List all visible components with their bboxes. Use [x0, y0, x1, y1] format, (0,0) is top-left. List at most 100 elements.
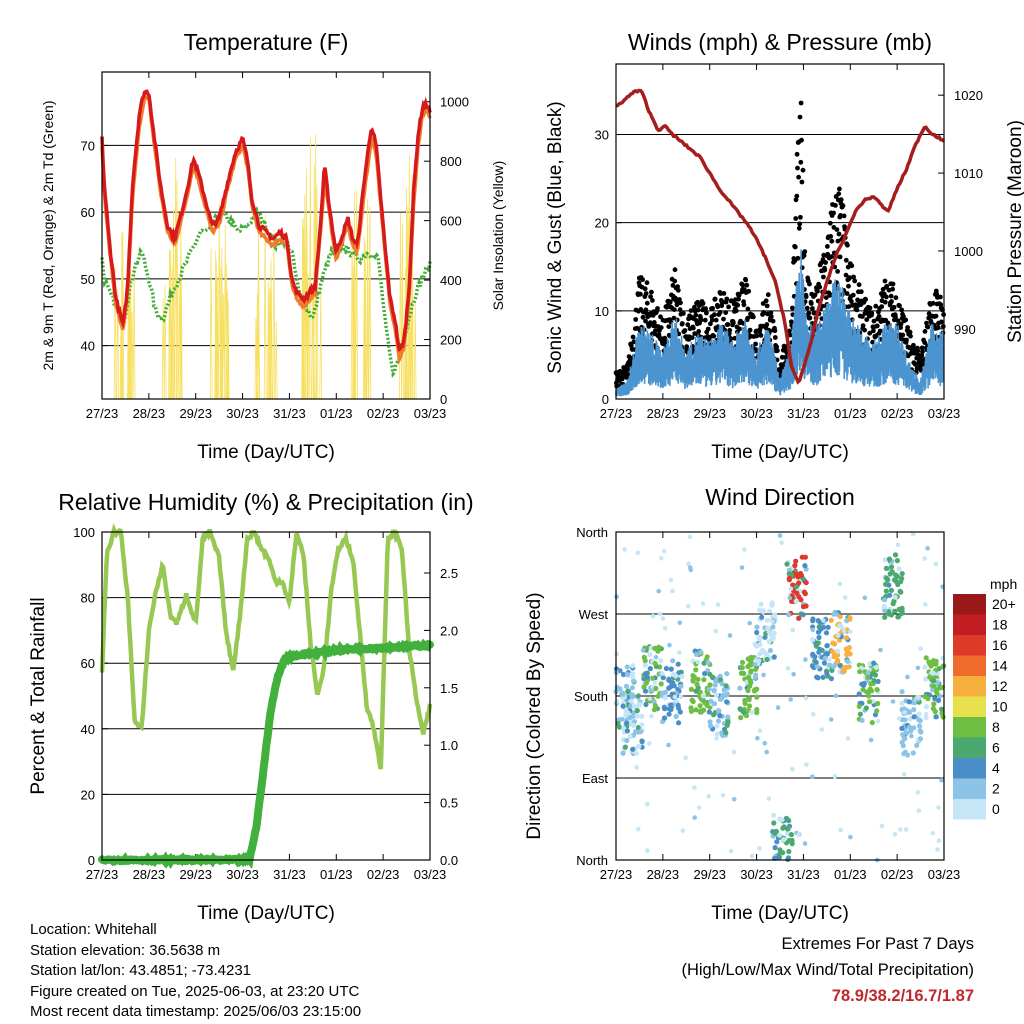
direction-point [890, 601, 896, 607]
plot-border [101, 71, 431, 400]
gust-point [837, 254, 843, 260]
direction-point [651, 707, 658, 713]
direction-point [815, 629, 822, 635]
gust-point [843, 257, 849, 263]
direction-point [746, 703, 753, 709]
y-right-tick-label: 1000 [954, 244, 983, 259]
direction-point [777, 832, 783, 838]
direction-point [777, 533, 783, 538]
direction-point [717, 713, 723, 719]
y-axis-label: Sonic Wind & Gust (Blue, Black) [545, 101, 566, 373]
direction-point [630, 674, 636, 680]
direction-point [796, 580, 802, 586]
legend-swatch [953, 655, 986, 676]
direction-point [673, 713, 679, 720]
direction-point [757, 651, 763, 657]
gust-point [649, 289, 654, 295]
direction-point [803, 657, 808, 662]
gust-point [858, 289, 864, 295]
direction-point [793, 584, 800, 590]
gust-point [758, 333, 764, 338]
direction-point [645, 848, 650, 853]
legend-swatch [953, 614, 986, 635]
direction-point [819, 727, 825, 732]
direction-point [859, 681, 865, 687]
direction-point [803, 603, 809, 609]
gust-point [867, 330, 873, 336]
y-right-tick-label: 400 [440, 273, 462, 288]
direction-point [905, 674, 910, 680]
y-right-tick-label: 0.5 [440, 796, 458, 811]
direction-point [865, 689, 871, 695]
gust-point [849, 299, 854, 304]
direction-point [670, 588, 675, 594]
gust-point [698, 317, 704, 323]
direction-point [909, 733, 914, 739]
direction-point [725, 719, 731, 725]
direction-point [748, 669, 754, 675]
gust-point [709, 317, 715, 323]
chart-title: Relative Humidity (%) & Precipitation (i… [58, 489, 473, 515]
gust-point [764, 303, 770, 309]
direction-point [745, 675, 752, 681]
direction-point [873, 664, 880, 671]
direction-point [757, 728, 763, 734]
gust-point [897, 303, 902, 309]
direction-point [889, 564, 895, 570]
direction-point [756, 658, 762, 664]
legend-swatch [953, 696, 986, 717]
direction-point [917, 723, 923, 729]
direction-point [786, 575, 792, 582]
direction-point [629, 692, 636, 698]
gust-point [922, 340, 928, 345]
direction-point [815, 664, 820, 669]
gust-point [834, 227, 840, 233]
x-tick-label: 29/23 [179, 867, 212, 882]
direction-point [748, 679, 754, 685]
gust-point [643, 307, 649, 313]
direction-point [754, 624, 760, 630]
y-right-tick-label: 2.5 [440, 566, 458, 581]
direction-point [738, 715, 744, 721]
direction-point [631, 722, 637, 728]
direction-point [754, 629, 760, 636]
gust-point [711, 333, 717, 339]
legend-swatch [953, 758, 986, 779]
direction-point [688, 708, 695, 714]
gust-point [800, 167, 806, 173]
direction-point [670, 658, 676, 664]
direction-point [745, 656, 751, 662]
x-tick-label: 31/23 [273, 406, 306, 421]
x-tick-label: 02/23 [881, 867, 914, 882]
legend-label: 16 [992, 637, 1008, 653]
direction-point [907, 716, 913, 722]
direction-point [821, 660, 828, 666]
direction-point [720, 793, 726, 798]
gust-point [863, 297, 868, 302]
direction-point [844, 635, 850, 641]
direction-point [927, 674, 933, 680]
direction-point [753, 666, 759, 672]
direction-point [634, 765, 639, 770]
gust-point [788, 319, 794, 325]
direction-point [934, 680, 941, 686]
direction-point [892, 832, 898, 837]
direction-point [680, 828, 686, 833]
chart-4: Wind Direction 27/23 28/23 29/23 30/23 31/23 0… [524, 484, 1017, 924]
direction-point [713, 678, 719, 684]
direction-point [770, 624, 776, 630]
gust-point [768, 310, 774, 316]
direction-point [688, 686, 695, 693]
series-humidity [99, 523, 433, 770]
y-tick-label: 20 [81, 787, 95, 802]
direction-point [749, 709, 755, 715]
direction-point [701, 660, 707, 666]
direction-point [870, 671, 876, 677]
direction-point [868, 681, 874, 687]
direction-point [658, 555, 664, 561]
gust-point [650, 298, 655, 303]
direction-point [874, 708, 880, 714]
direction-point [727, 633, 733, 638]
direction-point [636, 743, 642, 750]
direction-point [787, 595, 792, 601]
